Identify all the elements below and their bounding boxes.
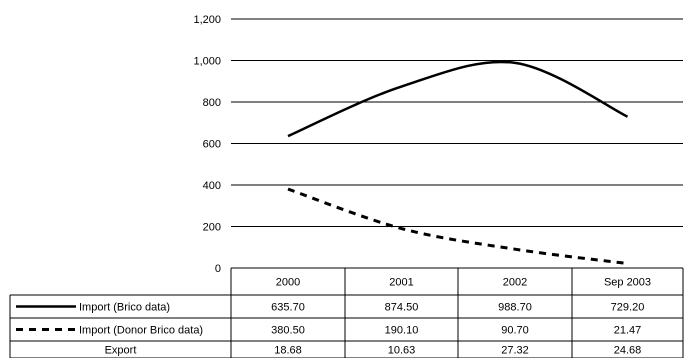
legend-label: Export (105, 345, 137, 357)
y-tick-label: 200 (203, 222, 221, 234)
data-label: 24.68 (614, 345, 642, 357)
series-line (287, 60, 629, 138)
data-label: 190.10 (385, 325, 419, 337)
legend-label: Import (Donor Brico data) (79, 325, 203, 337)
y-tick-label: 800 (203, 97, 221, 109)
data-table: 2000 2001 2002 Sep 2003 Import (Brico data) 6… (9, 267, 684, 358)
data-label: 988.70 (498, 302, 532, 314)
data-label: 27.32 (501, 345, 529, 357)
y-tick-label: 1,200 (193, 14, 221, 26)
data-label: 874.50 (385, 302, 419, 314)
data-label: 18.68 (274, 345, 302, 357)
data-label: 635.70 (271, 302, 305, 314)
plot-area (287, 60, 629, 266)
x-tick-label: 2000 (276, 277, 300, 289)
legend-label: Import (Brico data) (79, 302, 170, 314)
x-tick-label: 2001 (389, 277, 413, 289)
x-tick-label: 2002 (503, 277, 527, 289)
y-axis: 0 200 400 600 800 1,000 1,200 (193, 14, 221, 275)
x-tick-label: Sep 2003 (604, 277, 651, 289)
y-tick-label: 600 (203, 139, 221, 151)
data-label: 729.20 (611, 302, 645, 314)
data-label: 380.50 (271, 325, 305, 337)
data-label: 90.70 (501, 325, 529, 337)
data-label: 21.47 (614, 325, 642, 337)
data-label: 10.63 (388, 345, 416, 357)
gridlines (231, 18, 683, 227)
y-tick-label: 1,000 (193, 56, 221, 68)
series-line (287, 187, 628, 266)
y-tick-label: 0 (215, 263, 221, 275)
y-tick-label: 400 (203, 180, 221, 192)
